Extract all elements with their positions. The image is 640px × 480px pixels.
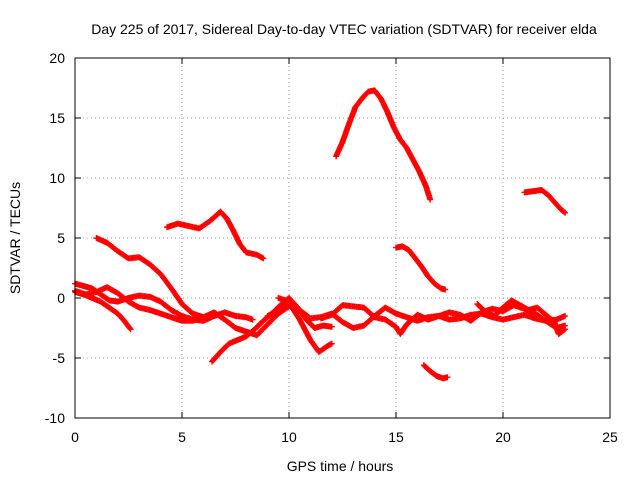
series-arc-9 [318, 302, 569, 337]
series-markers [393, 243, 449, 293]
x-tick-label: 20 [495, 429, 511, 445]
x-tick-label: 10 [281, 429, 297, 445]
y-tick-label: -10 [45, 410, 65, 426]
grid-lines [75, 58, 610, 418]
series-markers [474, 297, 569, 337]
series-markers [420, 362, 451, 382]
y-tick-label: 20 [49, 50, 65, 66]
y-tick-label: -5 [53, 350, 66, 366]
y-tick-label: 15 [49, 110, 65, 126]
data-series [72, 87, 569, 382]
series-markers [164, 208, 267, 262]
series-arc-11 [333, 87, 434, 203]
series-arc-14 [521, 187, 569, 216]
series-markers [72, 284, 299, 339]
series-arc-7 [264, 299, 335, 355]
chart-title: Day 225 of 2017, Sidereal Day-to-day VTE… [91, 21, 597, 37]
y-tick-label: 0 [57, 290, 65, 306]
series-markers [264, 299, 335, 355]
y-tick-label: 10 [49, 170, 65, 186]
x-tick-label: 5 [178, 429, 186, 445]
y-axis-label: SDTVAR / TECUs [7, 182, 23, 294]
series-arc-4 [93, 235, 207, 321]
series-arc-5 [164, 208, 267, 262]
series-arc-12 [393, 243, 449, 293]
x-tick-label: 15 [388, 429, 404, 445]
series-markers [318, 302, 569, 337]
series-markers [521, 187, 569, 216]
axis-ticks: 0 5 10 15 20 25 -10 -5 0 5 10 15 20 [45, 50, 618, 445]
y-tick-label: 5 [57, 230, 65, 246]
series-markers [209, 295, 335, 365]
series-markers [93, 235, 207, 321]
series-arc-3 [72, 284, 299, 339]
x-tick-label: 25 [602, 429, 618, 445]
x-axis-label: GPS time / hours [287, 458, 394, 474]
series-arc-13 [420, 362, 451, 382]
series-markers [333, 87, 434, 203]
x-tick-label: 0 [71, 429, 79, 445]
series-arc-10 [474, 297, 569, 337]
series-arc-6 [209, 295, 335, 365]
